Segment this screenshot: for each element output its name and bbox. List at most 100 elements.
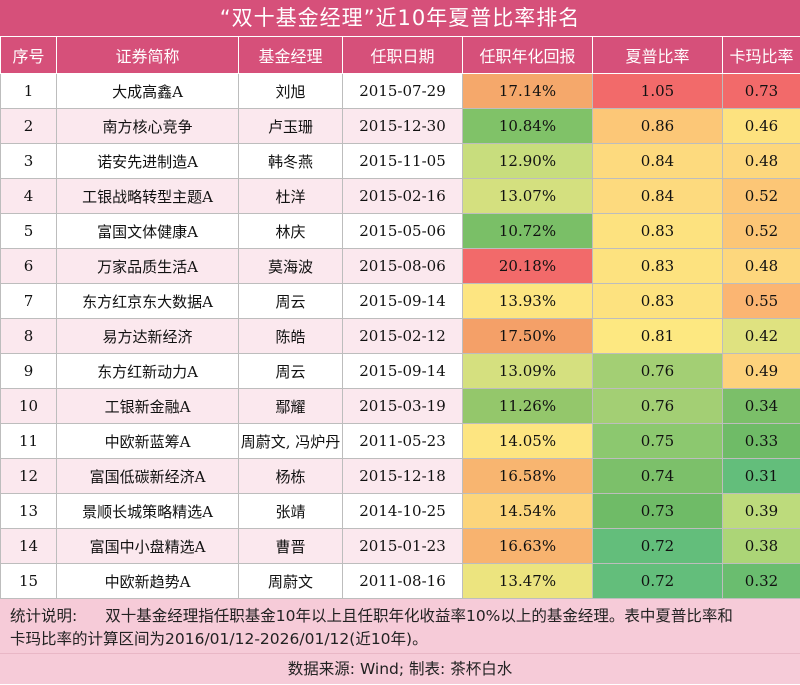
cell-manager: 卢玉珊: [238, 108, 343, 144]
cell-index: 1: [0, 73, 57, 109]
ranking-table: 序号 证券简称 基金经理 任职日期 任职年化回报 夏普比率 卡玛比率 1 大成高鑫…: [0, 36, 800, 599]
cell-fund-name: 大成高鑫A: [56, 73, 239, 109]
cell-index: 11: [0, 423, 57, 459]
column-header-annual-return: 任职年化回报: [462, 36, 593, 74]
cell-calmar: 0.55: [722, 283, 800, 319]
cell-calmar: 0.48: [722, 248, 800, 284]
cell-manager: 周云: [238, 353, 343, 389]
cell-manager: 韩冬燕: [238, 143, 343, 179]
cell-index: 12: [0, 458, 57, 494]
cell-start-date: 2015-12-18: [342, 458, 463, 494]
cell-annual-return: 14.54%: [462, 493, 593, 529]
cell-annual-return: 10.84%: [462, 108, 593, 144]
cell-sharpe: 0.84: [592, 143, 723, 179]
table-row: 8 易方达新经济 陈皓 2015-02-12 17.50% 0.81 0.42: [0, 318, 800, 354]
cell-start-date: 2015-09-14: [342, 353, 463, 389]
cell-sharpe: 0.83: [592, 248, 723, 284]
cell-manager: 张靖: [238, 493, 343, 529]
cell-sharpe: 0.74: [592, 458, 723, 494]
cell-sharpe: 1.05: [592, 73, 723, 109]
cell-annual-return: 14.05%: [462, 423, 593, 459]
cell-annual-return: 17.50%: [462, 318, 593, 354]
data-source: 数据来源: Wind; 制表: 茶杯白水: [0, 653, 800, 684]
cell-fund-name: 富国中小盘精选A: [56, 528, 239, 564]
cell-manager: 杜洋: [238, 178, 343, 214]
cell-fund-name: 景顺长城策略精选A: [56, 493, 239, 529]
cell-index: 8: [0, 318, 57, 354]
cell-calmar: 0.34: [722, 388, 800, 424]
cell-start-date: 2015-01-23: [342, 528, 463, 564]
page-title: “双十基金经理”近10年夏普比率排名: [0, 0, 800, 36]
cell-manager: 刘旭: [238, 73, 343, 109]
footnote: 统计说明: 双十基金经理指任职基金10年以上且任职年化收益率10%以上的基金经理。…: [0, 599, 800, 653]
table-row: 6 万家品质生活A 莫海波 2015-08-06 20.18% 0.83 0.48: [0, 248, 800, 284]
cell-annual-return: 10.72%: [462, 213, 593, 249]
cell-sharpe: 0.83: [592, 213, 723, 249]
cell-sharpe: 0.75: [592, 423, 723, 459]
table-body: 1 大成高鑫A 刘旭 2015-07-29 17.14% 1.05 0.73 2 南方核心竞争卢…: [0, 73, 800, 599]
cell-fund-name: 万家品质生活A: [56, 248, 239, 284]
cell-fund-name: 易方达新经济: [56, 318, 239, 354]
cell-annual-return: 12.90%: [462, 143, 593, 179]
column-header-manager: 基金经理: [238, 36, 343, 74]
cell-sharpe: 0.73: [592, 493, 723, 529]
cell-fund-name: 中欧新趋势A: [56, 563, 239, 599]
cell-calmar: 0.48: [722, 143, 800, 179]
cell-calmar: 0.52: [722, 178, 800, 214]
cell-index: 2: [0, 108, 57, 144]
cell-index: 10: [0, 388, 57, 424]
cell-calmar: 0.32: [722, 563, 800, 599]
cell-calmar: 0.46: [722, 108, 800, 144]
cell-calmar: 0.49: [722, 353, 800, 389]
cell-start-date: 2011-08-16: [342, 563, 463, 599]
cell-start-date: 2015-05-06: [342, 213, 463, 249]
cell-calmar: 0.33: [722, 423, 800, 459]
cell-calmar: 0.38: [722, 528, 800, 564]
cell-calmar: 0.73: [722, 73, 800, 109]
column-header-start-date: 任职日期: [342, 36, 463, 74]
cell-annual-return: 13.47%: [462, 563, 593, 599]
cell-start-date: 2011-05-23: [342, 423, 463, 459]
cell-sharpe: 0.76: [592, 353, 723, 389]
column-header-fund-name: 证券简称: [56, 36, 239, 74]
cell-annual-return: 16.63%: [462, 528, 593, 564]
cell-sharpe: 0.84: [592, 178, 723, 214]
cell-index: 15: [0, 563, 57, 599]
cell-fund-name: 南方核心竞争: [56, 108, 239, 144]
table-row: 15 中欧新趋势A 周蔚文 2011-08-16 13.47% 0.72 0.32: [0, 563, 800, 599]
table-row: 7 东方红京东大数据A 周云 2015-09-14 13.93% 0.83 0.55: [0, 283, 800, 319]
column-header-calmar: 卡玛比率: [722, 36, 800, 74]
table-row: 12 富国低碳新经济A 杨栋 2015-12-18 16.58% 0.74 0.31: [0, 458, 800, 494]
cell-annual-return: 17.14%: [462, 73, 593, 109]
cell-start-date: 2015-12-30: [342, 108, 463, 144]
cell-sharpe: 0.76: [592, 388, 723, 424]
cell-index: 5: [0, 213, 57, 249]
cell-manager: 鄢耀: [238, 388, 343, 424]
table-row: 3 诺安先进制造A 韩冬燕 2015-11-05 12.90% 0.84 0.48: [0, 143, 800, 179]
cell-manager: 杨栋: [238, 458, 343, 494]
cell-fund-name: 诺安先进制造A: [56, 143, 239, 179]
cell-start-date: 2015-07-29: [342, 73, 463, 109]
cell-annual-return: 20.18%: [462, 248, 593, 284]
cell-annual-return: 16.58%: [462, 458, 593, 494]
cell-fund-name: 东方红京东大数据A: [56, 283, 239, 319]
cell-fund-name: 工银新金融A: [56, 388, 239, 424]
cell-start-date: 2015-03-19: [342, 388, 463, 424]
cell-index: 14: [0, 528, 57, 564]
cell-start-date: 2015-08-06: [342, 248, 463, 284]
cell-sharpe: 0.83: [592, 283, 723, 319]
table-row: 1 大成高鑫A 刘旭 2015-07-29 17.14% 1.05 0.73: [0, 73, 800, 109]
cell-sharpe: 0.72: [592, 528, 723, 564]
cell-index: 9: [0, 353, 57, 389]
cell-manager: 曹晋: [238, 528, 343, 564]
table-row: 13 景顺长城策略精选A 张靖 2014-10-25 14.54% 0.73 0.39: [0, 493, 800, 529]
cell-sharpe: 0.86: [592, 108, 723, 144]
cell-start-date: 2015-02-12: [342, 318, 463, 354]
cell-start-date: 2014-10-25: [342, 493, 463, 529]
cell-index: 13: [0, 493, 57, 529]
cell-manager: 周云: [238, 283, 343, 319]
table-row: 4 工银战略转型主题A 杜洋 2015-02-16 13.07% 0.84 0.52: [0, 178, 800, 214]
cell-sharpe: 0.81: [592, 318, 723, 354]
cell-manager: 周蔚文, 冯炉丹: [238, 423, 343, 459]
cell-index: 4: [0, 178, 57, 214]
